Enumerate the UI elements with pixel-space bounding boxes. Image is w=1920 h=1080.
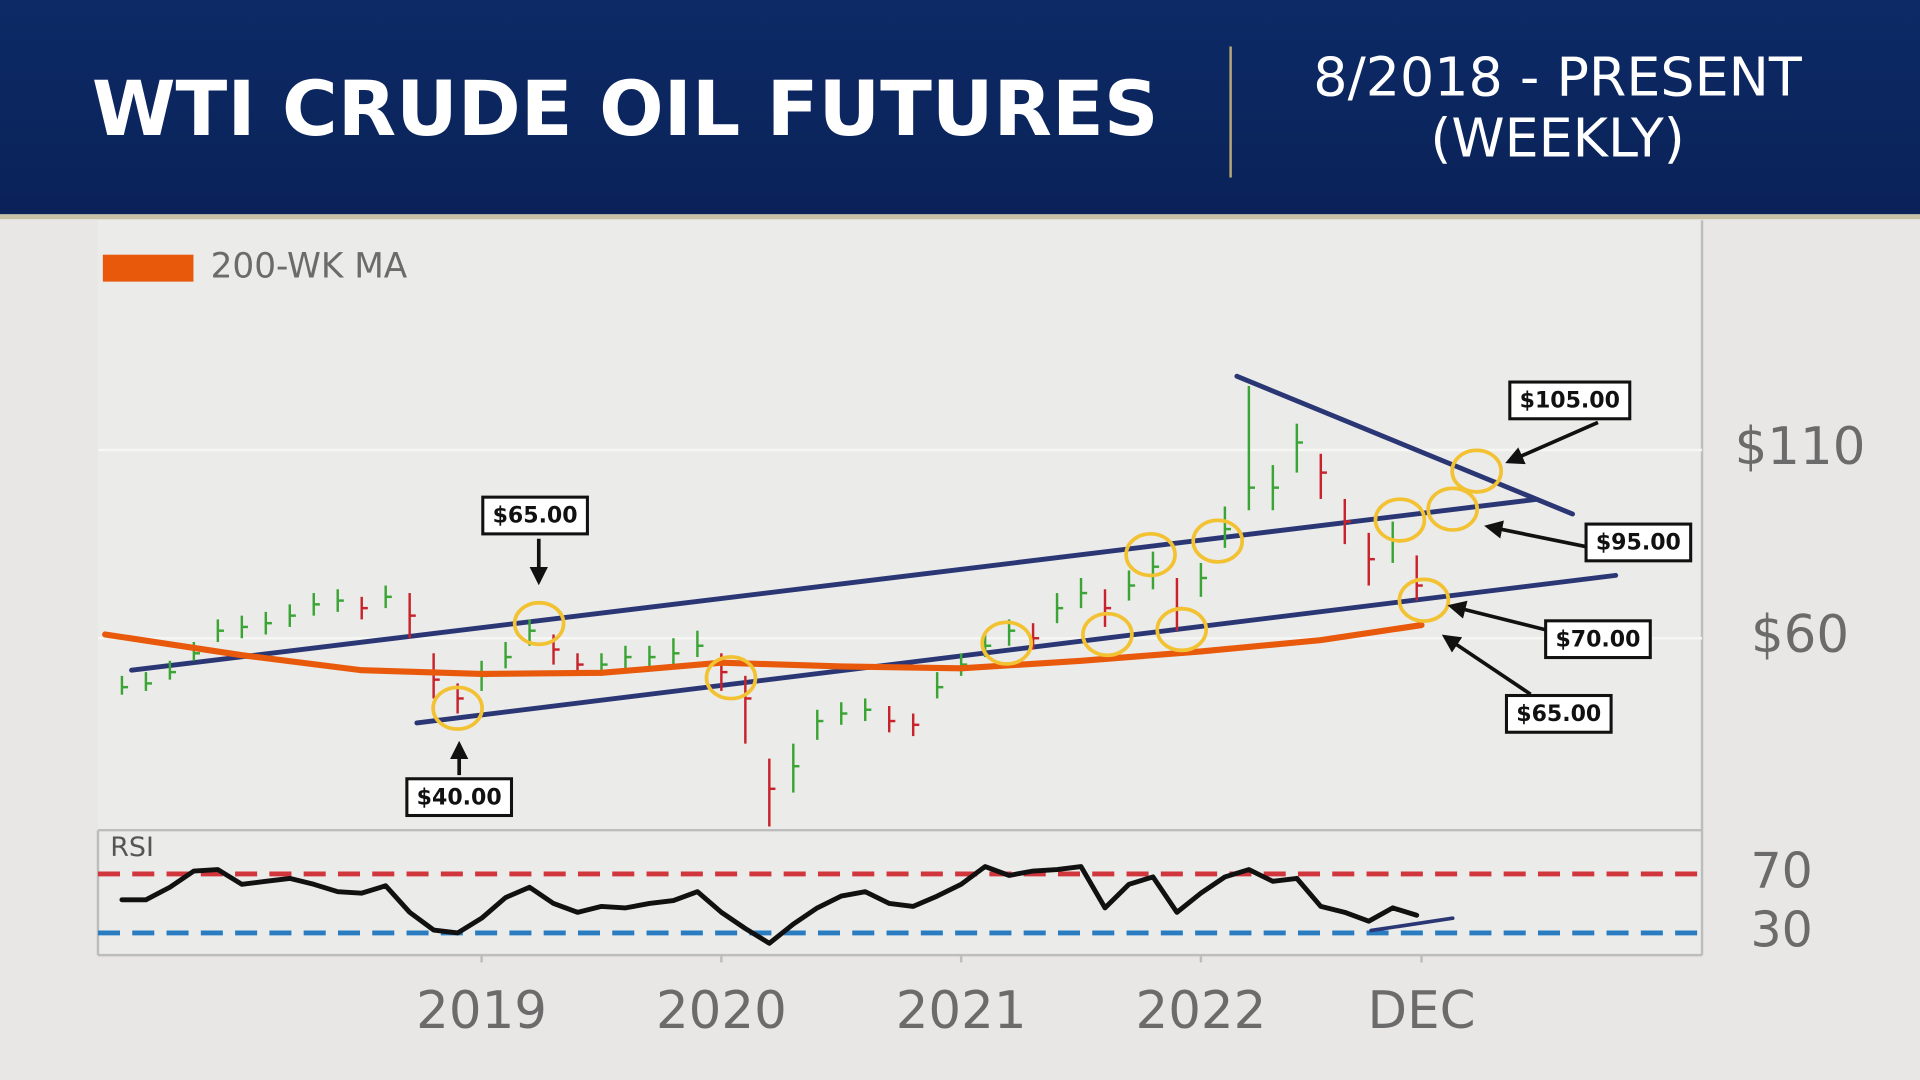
rsi-trendline [1369, 916, 1455, 933]
x-tick-label: 2022 [1136, 981, 1267, 1041]
highlight-circle [1397, 577, 1451, 623]
legend-swatch [102, 254, 194, 282]
plot-area [97, 220, 1703, 956]
x-tick-label: 2020 [656, 981, 787, 1041]
callout-label: $105.00 [1520, 389, 1620, 414]
highlight-circle [1191, 518, 1245, 564]
y-tick-label: $110 [1735, 417, 1866, 477]
trendline [129, 496, 1540, 673]
highlight-circle [512, 600, 566, 647]
rsi-label: RSI [110, 832, 154, 863]
callout-label: $40.00 [417, 785, 502, 810]
callout-box [1508, 380, 1632, 421]
y-tick-label: $60 [1751, 605, 1849, 665]
x-tick-label: DEC [1368, 981, 1476, 1041]
callout-arrow [1447, 600, 1550, 633]
callout-arrow [1484, 520, 1590, 550]
x-tick-label: 2021 [896, 981, 1027, 1041]
rsi-line [119, 864, 1420, 946]
header-rule [0, 214, 1920, 220]
callout-arrow [1441, 634, 1532, 696]
highlight-circle [1155, 606, 1209, 653]
highlight-circle [1081, 611, 1134, 658]
callout-box [405, 777, 514, 818]
highlight-circle [431, 685, 484, 731]
callout-label: $65.00 [493, 504, 578, 529]
rsi-tick-label: 30 [1750, 901, 1812, 958]
subtitle: (WEEKLY) [1430, 107, 1684, 170]
subtitle: 8/2018 - PRESENT [1313, 45, 1803, 108]
title: WTI CRUDE OIL FUTURES [92, 65, 1159, 153]
header-band [0, 0, 1920, 215]
callout-box [1544, 619, 1652, 660]
callout-label: $65.00 [1516, 702, 1601, 727]
callout-label: $95.00 [1596, 531, 1681, 556]
highlight-circle [704, 655, 758, 701]
callout-box [1504, 693, 1613, 734]
highlight-circle [1426, 486, 1480, 532]
callout-arrow [1505, 420, 1599, 465]
highlight-circle [1450, 448, 1503, 494]
callout-label: $70.00 [1555, 627, 1640, 652]
highlight-circle [1373, 497, 1427, 543]
callout-box [1584, 522, 1693, 563]
highlight-circle [980, 620, 1034, 666]
callout-box [481, 495, 589, 536]
legend-label: 200-WK MA [211, 247, 408, 287]
moving-average [102, 621, 1425, 678]
trendline [1234, 373, 1576, 517]
highlight-circle [1124, 532, 1177, 578]
x-tick-label: 2019 [416, 981, 547, 1041]
rsi-tick-label: 70 [1750, 842, 1812, 899]
